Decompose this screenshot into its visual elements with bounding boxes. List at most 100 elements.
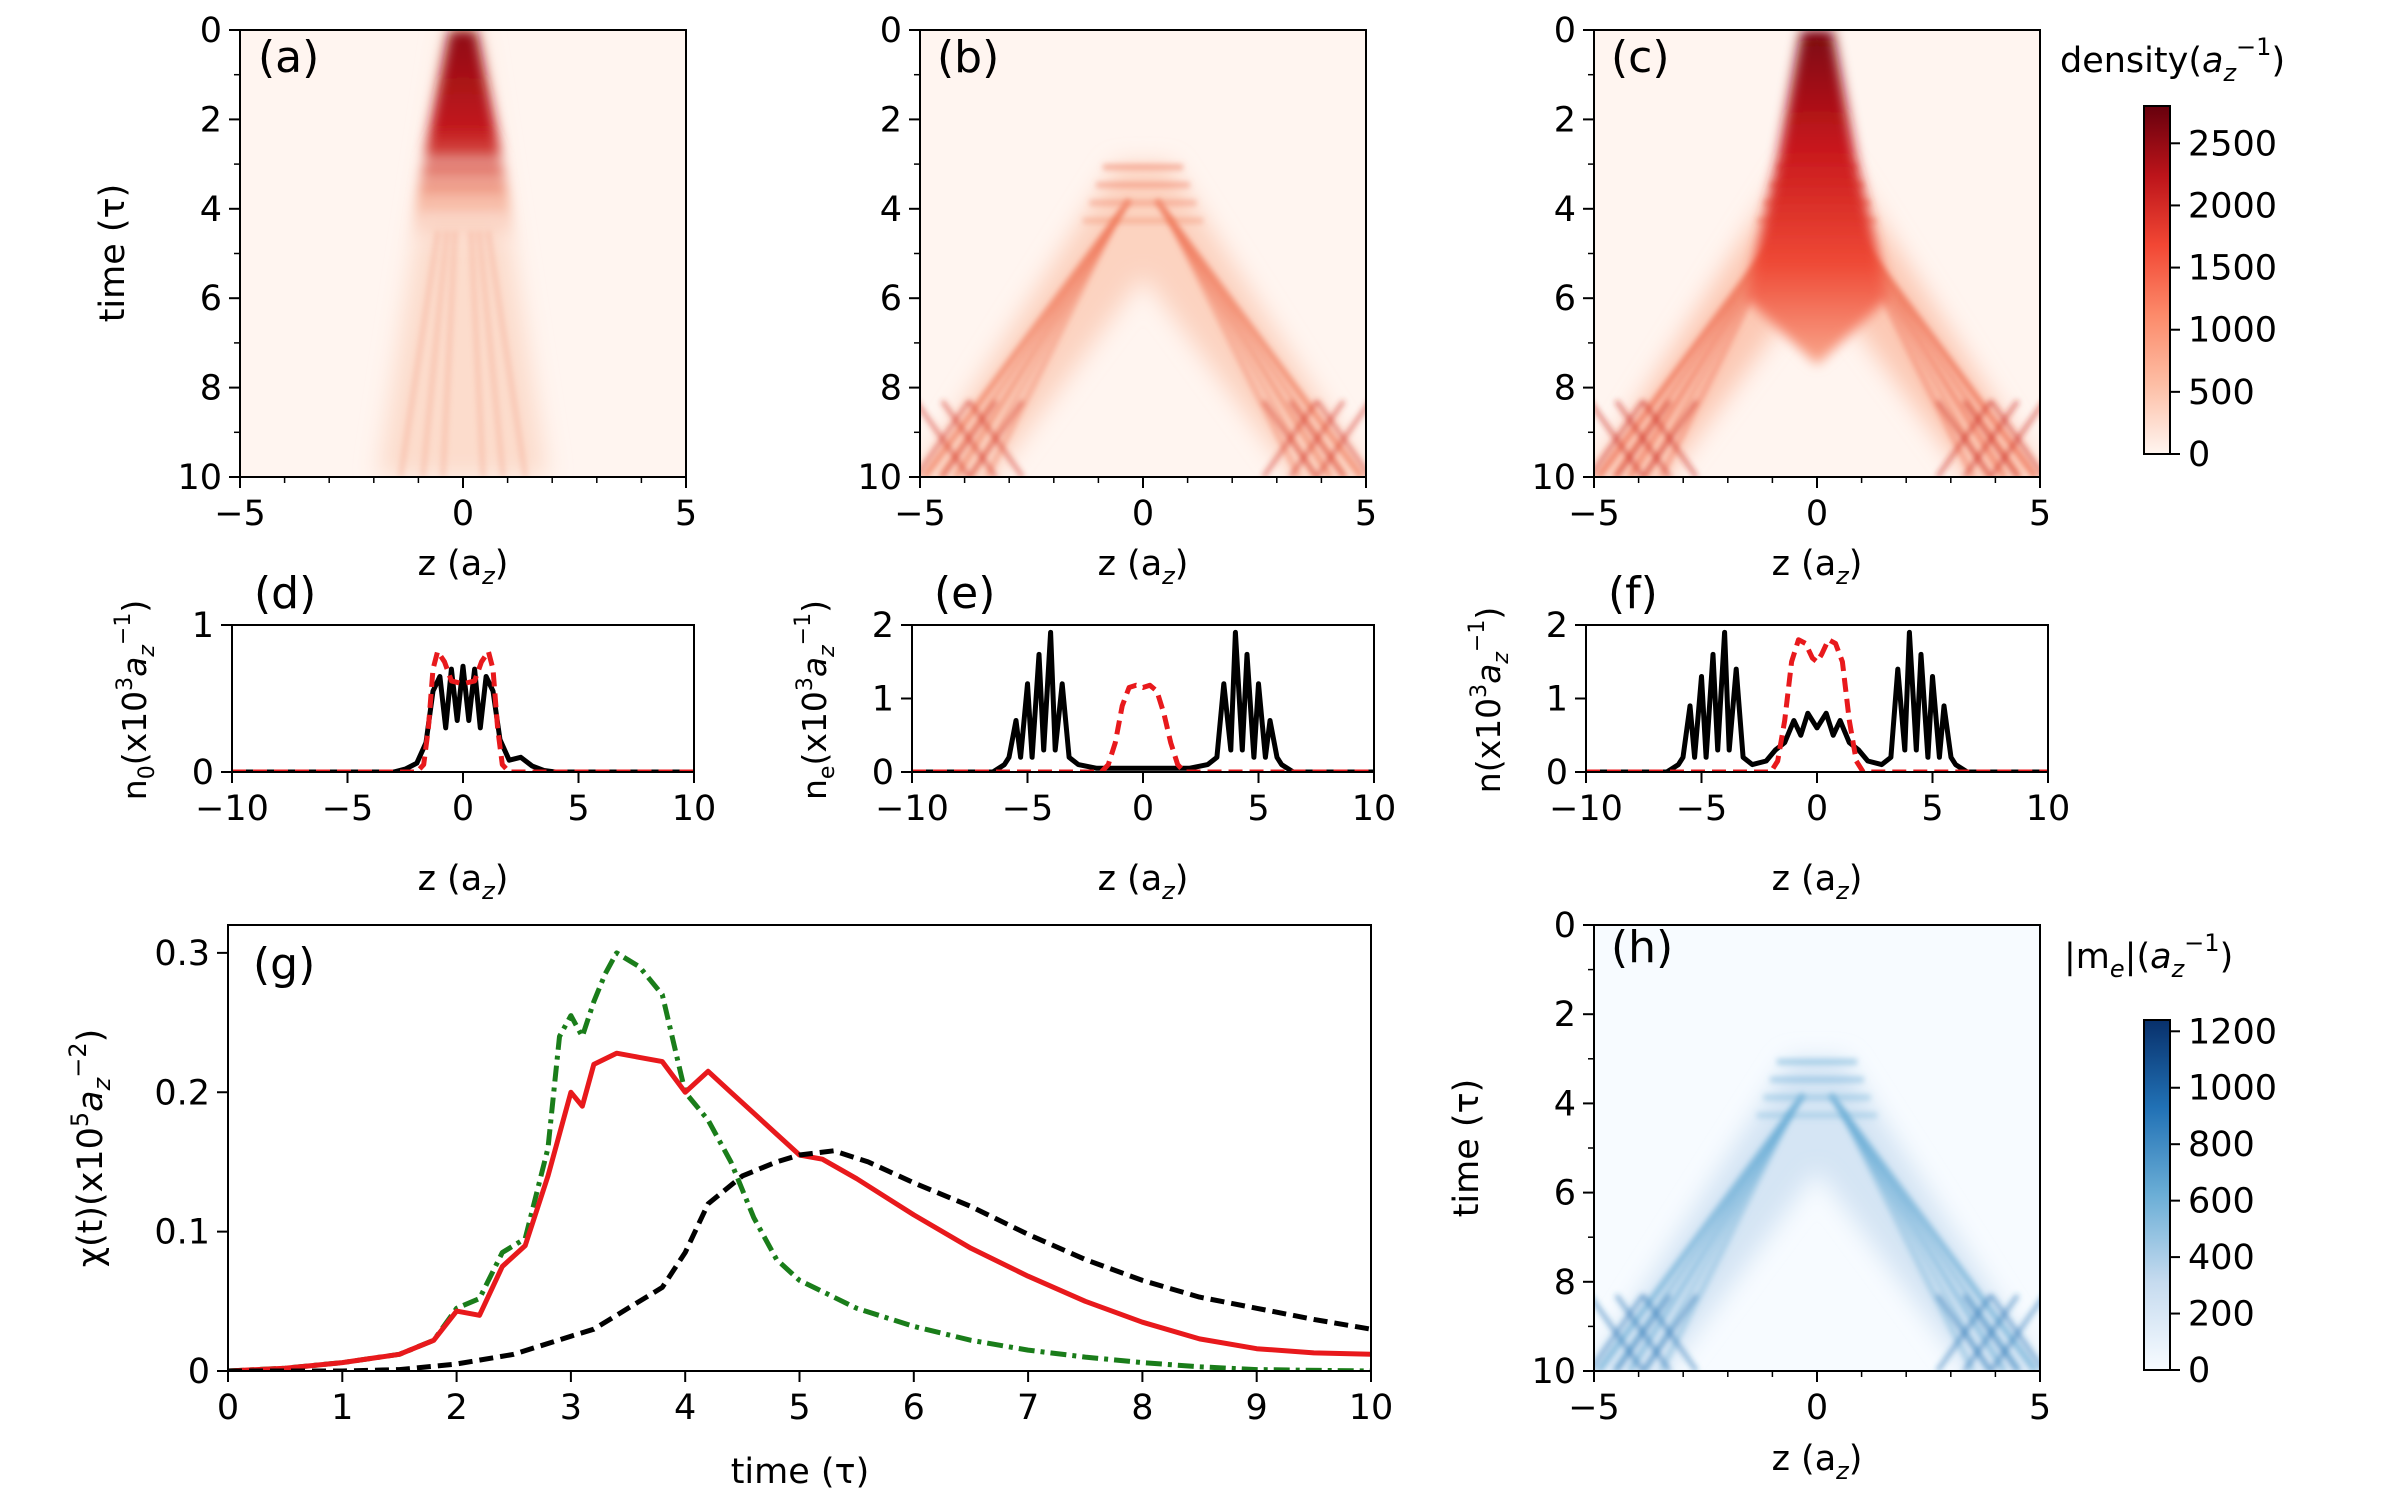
heatmap-h-beam-left bbox=[1596, 1092, 1807, 1371]
xtick-label-g: 8 bbox=[1131, 1388, 1153, 1428]
heatmap-h-fringe bbox=[1770, 1076, 1864, 1083]
xtick-label-d: 0 bbox=[452, 789, 474, 829]
heatmap-b-v bbox=[920, 164, 1366, 477]
heatmap-h-fringe bbox=[1763, 1094, 1871, 1101]
heatmap-h-cross bbox=[1962, 1294, 2020, 1371]
ytick-label-d: 1 bbox=[192, 606, 214, 646]
xtick-label-h: −5 bbox=[1568, 1388, 1620, 1428]
ytick-label-f: 0 bbox=[1546, 753, 1568, 793]
xtick-label-d: 5 bbox=[567, 789, 589, 829]
xtick-label-b: −5 bbox=[894, 494, 946, 534]
axes-frame-g bbox=[227, 924, 1372, 1372]
ytick-label-h: 10 bbox=[1531, 1352, 1576, 1392]
heatmap-c-spread bbox=[1594, 164, 2040, 477]
xlabel-d: z (az) bbox=[418, 859, 509, 905]
colorbar-me-tick-label: 400 bbox=[2188, 1238, 2255, 1278]
colorbar-density-tick-label: 0 bbox=[2188, 435, 2210, 475]
colorbar-me-tick-label: 600 bbox=[2188, 1182, 2255, 1222]
ytick-label-b: 8 bbox=[880, 369, 902, 409]
ytick-label-g: 0 bbox=[188, 1352, 210, 1392]
colorbar-density bbox=[2143, 105, 2171, 455]
series-f-dashed bbox=[1586, 637, 2048, 772]
axes-frame-f bbox=[1585, 624, 2049, 773]
axes-frame-d bbox=[231, 624, 695, 773]
heatmap-c-cross bbox=[1962, 399, 2020, 477]
heatmap-b-cross bbox=[940, 399, 998, 477]
colorbar-density-tick-label: 1500 bbox=[2188, 249, 2277, 289]
ytick-label-c: 6 bbox=[1554, 279, 1576, 319]
xtick-label-e: 0 bbox=[1132, 789, 1154, 829]
heatmap-c-cross bbox=[1641, 399, 1699, 477]
ytick-label-a: 0 bbox=[200, 11, 222, 51]
xtick-label-a: 0 bbox=[452, 494, 474, 534]
ytick-label-g: 0.1 bbox=[154, 1213, 210, 1253]
ytick-label-g: 0.2 bbox=[154, 1073, 210, 1113]
axes-frame-e bbox=[911, 624, 1375, 773]
heatmap-c-cross bbox=[1989, 403, 2040, 477]
xlabel-a: z (az) bbox=[418, 544, 509, 590]
heatmap-h-beam-right bbox=[1827, 1092, 2038, 1371]
heatmap-b-cross bbox=[920, 399, 971, 475]
ylabel-a: time (τ) bbox=[93, 184, 133, 323]
xtick-label-c: −5 bbox=[1568, 494, 1620, 534]
xtick-label-g: 2 bbox=[445, 1388, 467, 1428]
panel-tag-a: (a) bbox=[258, 32, 319, 83]
ytick-label-c: 10 bbox=[1531, 458, 1576, 498]
ytick-label-a: 4 bbox=[200, 190, 222, 230]
ylabel-h: time (τ) bbox=[1447, 1079, 1487, 1218]
heatmap-h-beams bbox=[1594, 1092, 2040, 1371]
heatmap-a-fringe bbox=[422, 177, 504, 183]
xtick-label-f: 10 bbox=[2026, 789, 2071, 829]
heatmap-h-cross bbox=[1614, 1294, 1672, 1371]
heatmap-a-stripe bbox=[476, 230, 506, 477]
xtick-label-g: 6 bbox=[903, 1388, 925, 1428]
heatmap-b-beams bbox=[920, 198, 1366, 477]
xtick-label-g: 7 bbox=[1017, 1388, 1039, 1428]
heatmap-a-stripe bbox=[485, 230, 528, 477]
ytick-label-h: 2 bbox=[1554, 995, 1576, 1035]
xtick-label-f: −5 bbox=[1676, 789, 1728, 829]
ytick-label-b: 10 bbox=[857, 458, 902, 498]
xtick-label-a: −5 bbox=[214, 494, 266, 534]
ytick-label-b: 6 bbox=[880, 279, 902, 319]
series-g-green-dash-dot bbox=[228, 950, 1371, 1371]
ytick-label-e: 0 bbox=[872, 753, 894, 793]
colorbar-me-tick-label: 0 bbox=[2188, 1351, 2210, 1391]
heatmap-h-spread bbox=[1594, 1058, 2040, 1371]
xtick-label-d: 10 bbox=[672, 789, 717, 829]
heatmap-a-stripe bbox=[398, 230, 441, 477]
xlabel-g: time (τ) bbox=[731, 1452, 870, 1492]
heatmap-c-v bbox=[1594, 164, 2040, 477]
heatmap-b-beam-left bbox=[922, 198, 1133, 477]
colorbar-density-label: density(az−1) bbox=[2060, 33, 2285, 87]
heatmap-a-core bbox=[409, 30, 517, 254]
ylabel-f: n(x103az−1) bbox=[1465, 607, 1514, 793]
colorbar-me-tick-label: 800 bbox=[2188, 1125, 2255, 1165]
heatmap-a bbox=[240, 30, 686, 477]
ytick-label-a: 10 bbox=[177, 458, 222, 498]
xtick-label-g: 10 bbox=[1349, 1388, 1394, 1428]
heatmap-a-stripe bbox=[420, 230, 450, 477]
xtick-label-b: 0 bbox=[1132, 494, 1154, 534]
xtick-label-g: 3 bbox=[560, 1388, 582, 1428]
xtick-label-g: 4 bbox=[674, 1388, 696, 1428]
xlabel-f: z (az) bbox=[1772, 859, 1863, 905]
colorbar-density-tick-label: 500 bbox=[2188, 373, 2255, 413]
xtick-label-f: 5 bbox=[1921, 789, 1943, 829]
colorbar-density-tick-label: 2000 bbox=[2188, 186, 2277, 226]
xlabel-e: z (az) bbox=[1098, 859, 1189, 905]
colorbar-me bbox=[2143, 1019, 2171, 1371]
heatmap-b-spread bbox=[920, 164, 1366, 477]
series-g-red-solid bbox=[228, 1050, 1371, 1371]
ylabel-e: ne(x103az−1) bbox=[791, 600, 840, 800]
colorbar-density-tick-label: 2500 bbox=[2188, 124, 2277, 164]
heatmap-c-cross bbox=[1594, 399, 1645, 475]
heatmap-b-cross bbox=[1315, 403, 1366, 477]
heatmap-h-cross bbox=[1594, 1294, 1645, 1369]
panel-tag-c: (c) bbox=[1611, 32, 1670, 83]
heatmap-c-cross bbox=[1935, 399, 1993, 477]
colorbar-me-tick-label: 1200 bbox=[2188, 1012, 2277, 1052]
panel-tag-e: (e) bbox=[934, 568, 995, 619]
xtick-label-a: 5 bbox=[675, 494, 697, 534]
ytick-label-f: 1 bbox=[1546, 680, 1568, 720]
